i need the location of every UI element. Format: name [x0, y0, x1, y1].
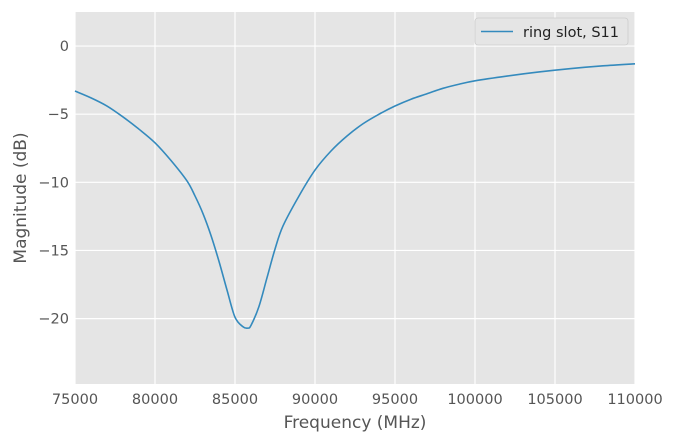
series-line-s11 — [74, 62, 636, 330]
x-tick-label: 100000 — [447, 392, 502, 408]
y-tick-label: −20 — [38, 312, 69, 328]
x-tick-label: 105000 — [527, 392, 582, 408]
series-layer — [74, 62, 636, 330]
x-tick-label: 85000 — [212, 392, 258, 408]
x-tick-label: 80000 — [132, 392, 178, 408]
grid — [74, 12, 636, 384]
x-tick-label: 90000 — [292, 392, 338, 408]
x-tick-label: 95000 — [372, 392, 418, 408]
legend-label: ring slot, S11 — [523, 25, 619, 41]
y-tick-labels: 0 −5 −10 −15 −20 — [38, 39, 69, 328]
legend-box — [474, 17, 629, 46]
x-tick-label: 75000 — [52, 392, 98, 408]
y-tick-label: −10 — [38, 175, 69, 191]
y-tick-label: −5 — [48, 107, 69, 123]
x-tick-labels: 75000 80000 85000 90000 95000 100000 105000 110… — [52, 392, 663, 408]
y-axis-label: Magnitude (dB) — [11, 132, 31, 263]
y-tick-label: 0 — [60, 39, 69, 55]
y-tick-label: −15 — [38, 243, 69, 259]
x-axis-label: Frequency (MHz) — [284, 413, 427, 433]
x-tick-label: 110000 — [607, 392, 662, 408]
legend: ring slot, S11 — [474, 17, 629, 46]
plot-background — [75, 12, 635, 384]
